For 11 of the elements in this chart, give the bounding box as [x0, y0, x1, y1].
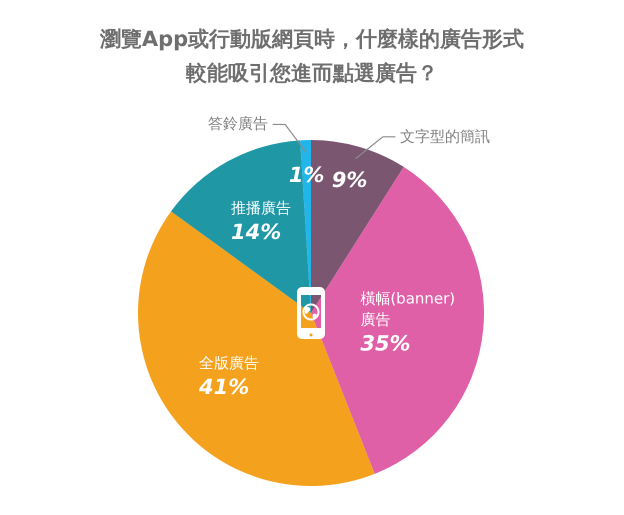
data-label: 14%	[230, 219, 282, 246]
slice-label: 橫幅(banner)廣告	[360, 288, 456, 330]
data-label: 1%	[288, 162, 324, 187]
slice-label: 推播廣告	[230, 198, 291, 220]
data-label: 35%	[360, 330, 412, 358]
data-label: 9%	[332, 168, 368, 192]
slice-label: 文字型的簡訊	[400, 127, 490, 146]
data-label: 41%	[198, 374, 250, 401]
chart-title: 瀏覽App或行動版網頁時，什麼樣的廣告形式較能吸引您進而點選廣告？	[98, 26, 526, 87]
slice-label: 全版廣告	[198, 352, 259, 374]
slice-label: 答鈴廣告	[208, 114, 268, 134]
